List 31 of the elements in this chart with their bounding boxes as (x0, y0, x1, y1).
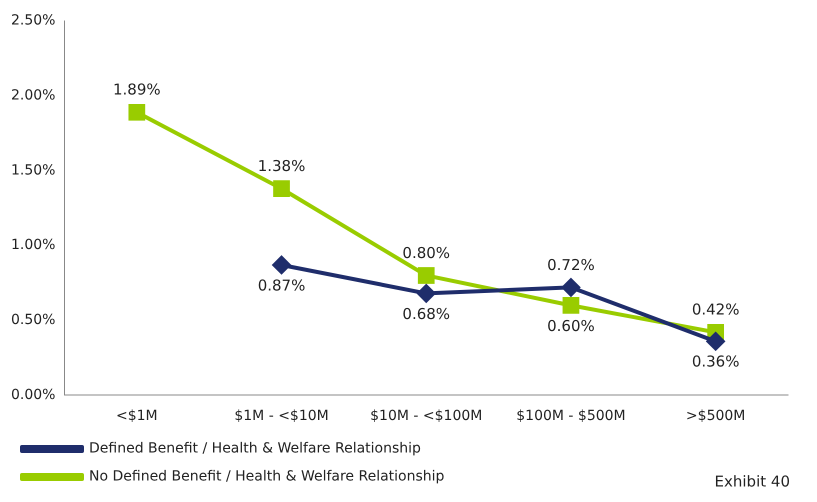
data-label: 0.87% (258, 276, 306, 294)
point (706, 332, 725, 350)
legend-label: Defined Benefit / Health & Welfare Relationship (89, 440, 422, 457)
text: Exhibit 40 (714, 472, 790, 490)
data-label: 1.89% (113, 80, 161, 99)
point (273, 180, 290, 198)
data-label: 1.38% (258, 157, 306, 176)
x-tick-label: <$1M (116, 408, 158, 424)
point (418, 267, 435, 284)
y-tick-label: 0.00% (10, 386, 56, 403)
point (272, 256, 291, 274)
y-tick-label: 1.50% (10, 162, 56, 178)
x-tick-label: $1M - <$10M (234, 408, 329, 424)
legend-label: No Defined Benefit / Health & Welfare Relationship (89, 468, 445, 485)
data-label: 0.42% (692, 300, 740, 319)
y-tick-label: 0.50% (10, 312, 56, 328)
y-tick-label: 1.00% (10, 237, 56, 254)
data-label: 0.60% (547, 316, 595, 335)
data-label: 0.80% (402, 244, 450, 262)
y-tick-label: 2.00% (10, 87, 56, 104)
point (562, 297, 580, 314)
x-tick-label: $100M - $500M (516, 408, 626, 424)
point (417, 284, 436, 302)
data-label: 0.68% (402, 304, 450, 323)
y-tick-label: 2.50% (10, 12, 56, 29)
point (562, 278, 580, 296)
x-tick-label: >$500M (686, 408, 746, 424)
data-label: 0.36% (692, 352, 740, 371)
x-tick-label: $10M - <$100M (370, 408, 482, 424)
data-label: 0.72% (547, 256, 595, 274)
point (128, 104, 146, 121)
